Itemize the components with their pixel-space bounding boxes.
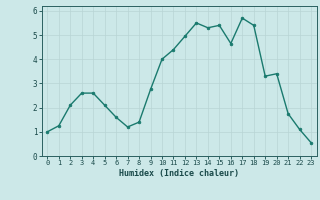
X-axis label: Humidex (Indice chaleur): Humidex (Indice chaleur): [119, 169, 239, 178]
